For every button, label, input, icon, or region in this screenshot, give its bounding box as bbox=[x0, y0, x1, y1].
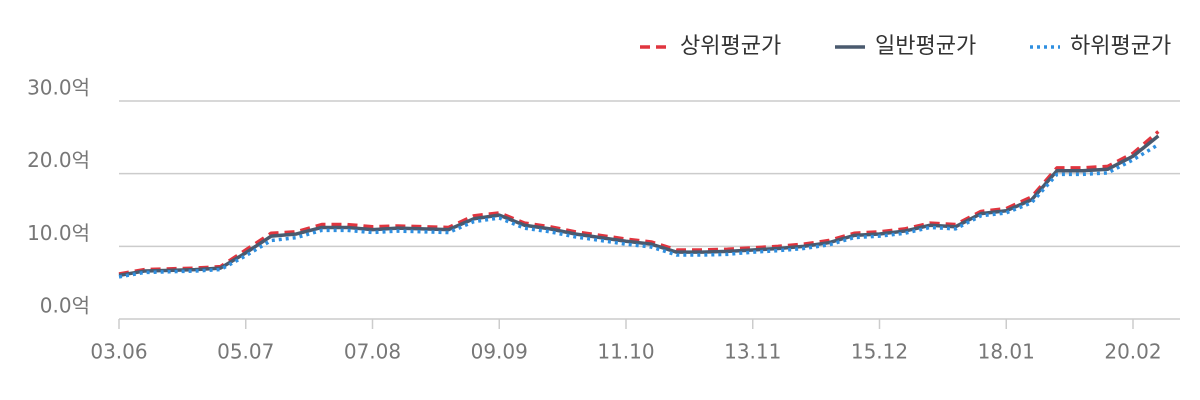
x-tick-label: 07.08 bbox=[344, 340, 401, 364]
legend-label: 일반평균가 bbox=[875, 34, 976, 59]
series-line bbox=[118, 134, 1160, 278]
legend-label: 하위평균가 bbox=[1070, 34, 1171, 59]
x-tick-label: 13.11 bbox=[724, 340, 781, 364]
x-tick-label: 20.02 bbox=[1104, 340, 1161, 364]
y-tick-label: 10.0억 bbox=[27, 221, 90, 245]
y-tick-label: 20.0억 bbox=[27, 148, 90, 172]
x-tick-label: 18.01 bbox=[978, 340, 1035, 364]
x-tick-label: 03.06 bbox=[90, 340, 147, 364]
x-tick-label: 05.07 bbox=[217, 340, 274, 364]
x-tick-label: 09.09 bbox=[471, 340, 528, 364]
x-tick-label: 11.10 bbox=[597, 340, 654, 364]
y-tick-label: 30.0억 bbox=[27, 76, 90, 100]
series-line bbox=[118, 130, 1160, 276]
x-tick-label: 15.12 bbox=[851, 340, 908, 364]
y-tick-label: 0.0억 bbox=[40, 294, 90, 318]
legend-label: 상위평균가 bbox=[680, 34, 781, 59]
